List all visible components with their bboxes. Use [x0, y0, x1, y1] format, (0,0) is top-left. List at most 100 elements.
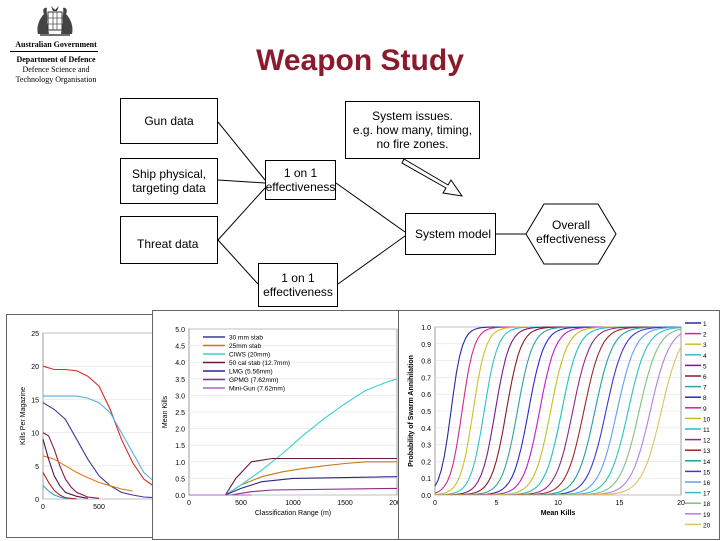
connector-eff-to-model: [335, 182, 406, 233]
logo-text-dsto-1: Defence Science and: [22, 65, 90, 74]
legend-label: 15: [703, 469, 711, 476]
y-tick-label: 0.2: [421, 459, 431, 466]
gun-data-label: Gun data: [144, 114, 194, 128]
y-tick-label: 0.4: [421, 426, 431, 433]
overall-hexagon: [525, 203, 617, 265]
connector-gun-to-eff: [217, 121, 266, 181]
y-tick-label: 2.0: [175, 427, 185, 434]
y-axis-label: Mean Kills: [162, 395, 169, 428]
y-tick-label: 0: [35, 497, 39, 504]
system-model-label: System model: [414, 227, 491, 241]
y-tick-label: 20: [31, 364, 39, 371]
one-on-one-effectiveness-box-bottom: 1 on 1 effectiveness: [258, 263, 338, 307]
plot-area: [42, 332, 156, 500]
legend-label: 50 cal stab (12.7mm): [229, 360, 290, 367]
y-tick-label: 1.5: [175, 443, 185, 450]
diagram-connectors: [217, 121, 617, 285]
ship-data-label: Ship physical, targeting data: [131, 167, 207, 195]
x-tick-label: 500: [93, 504, 105, 511]
y-tick-label: 0.3: [421, 443, 431, 450]
legend-label: 5: [703, 363, 707, 370]
x-tick-label: 5: [495, 500, 499, 507]
y-tick-label: 4.5: [175, 344, 185, 351]
x-tick-label: 500: [235, 500, 247, 507]
x-tick-label: 1000: [285, 500, 301, 507]
legend-label: 20: [703, 522, 711, 529]
legend-label: 25mm stab: [229, 343, 262, 350]
threat-data-label: Threat data: [137, 237, 199, 251]
coat-of-arms-icon: [37, 6, 73, 36]
legend-label: 12: [703, 438, 711, 445]
kills-per-magazine-chart: 0 5 10 15 20 25 0 500 Kills Per Magazine: [6, 314, 156, 538]
y-tick-label: 3.0: [175, 393, 185, 400]
series-line: [42, 365, 156, 488]
logo-text-dsto-2: Technology Organisation: [15, 75, 97, 84]
system-issues-box: System issues. e.g. how many, timing, no…: [345, 101, 480, 159]
y-axis-label: Kills Per Magazine: [20, 387, 27, 445]
y-tick-label: 1.0: [421, 325, 431, 332]
legend-label: Mini-Gun (7.62mm): [229, 386, 285, 393]
x-tick-label: 15: [616, 500, 624, 507]
x-axis-label: Classification Range (m): [255, 510, 331, 517]
legend-label: 11: [703, 427, 710, 434]
legend-label: GPMG (7.62mm): [229, 377, 278, 384]
x-tick-label: 1500: [337, 500, 353, 507]
legend-label: LMG (5.56mm): [229, 369, 273, 376]
y-tick-label: 4.0: [175, 360, 185, 367]
legend-label: CIWS (20mm): [229, 352, 270, 359]
legend-label: 8: [703, 395, 707, 402]
x-tick-label: 0: [41, 504, 45, 511]
series-line: [42, 472, 77, 500]
x-tick-label: 10: [554, 500, 562, 507]
legend-label: 4: [703, 353, 707, 360]
series-line: [42, 432, 100, 499]
series-line: [42, 455, 133, 492]
y-tick-label: 25: [31, 331, 39, 338]
system-issues-label: System issues. e.g. how many, timing, no…: [352, 109, 473, 151]
logo-text-government: Australian Government: [15, 40, 97, 49]
one-on-one-bottom-label: 1 on 1 effectiveness: [263, 271, 333, 299]
legend-label: 7: [703, 385, 707, 392]
hollow-arrow-issues-to-model: [401, 158, 464, 197]
swarm-annihilation-chart: 0.0 0.1 0.2 0.3 0.4 0.5 0.6 0.7 0.8 0.9 1.0 0 5 10 15 2…: [398, 310, 720, 540]
connector-threat-to-eff-bottom: [217, 239, 259, 285]
x-tick-label: 0: [433, 500, 437, 507]
legend-label: 17: [703, 491, 711, 498]
x-tick-label: 0: [187, 500, 191, 507]
y-tick-label: 0.5: [175, 476, 185, 483]
series-line: [189, 378, 398, 496]
logo-text-department: Department of Defence: [16, 55, 96, 64]
overall-effectiveness-label: Overall effectiveness: [536, 218, 606, 246]
series-line: [43, 395, 156, 483]
legend-label: 3: [703, 342, 707, 349]
y-tick-label: 0.0: [421, 493, 431, 500]
series-line: [42, 439, 88, 499]
y-tick-label: 0.9: [421, 342, 431, 349]
legend-label: 19: [703, 512, 711, 519]
x-tick-label: 20: [677, 500, 685, 507]
logo-divider: [10, 51, 98, 52]
y-tick-label: 0.1: [421, 476, 431, 483]
one-on-one-top-label: 1 on 1 effectiveness: [265, 166, 336, 194]
y-tick-label: 1.0: [175, 460, 185, 467]
series-line: [42, 402, 156, 499]
y-tick-label: 2.5: [175, 410, 185, 417]
series-line: [435, 346, 682, 496]
mean-kills-chart: 0.0 0.5 1.0 1.5 2.0 2.5 3.0 3.5 4.0 4.5 5.0 0 500 100…: [152, 310, 403, 540]
y-tick-label: 0.6: [421, 392, 431, 399]
one-on-one-effectiveness-box-top: 1 on 1 effectiveness: [265, 160, 336, 200]
gun-data-box: Gun data: [120, 98, 218, 144]
y-tick-label: 0.7: [421, 375, 431, 382]
y-tick-label: 5.0: [175, 327, 185, 334]
connector-ship-to-eff: [217, 179, 266, 184]
y-tick-label: 0.0: [175, 493, 185, 500]
system-model-box: System model: [405, 213, 496, 255]
legend-label: 2: [703, 332, 707, 339]
legend-label: 13: [703, 448, 711, 455]
kills-per-magazine-plot: 0 5 10 15 20 25 0 500 Kills Per Magazine: [20, 331, 156, 511]
ship-data-box: Ship physical, targeting data: [120, 158, 218, 204]
government-logo: Australian Government Department of Defe…: [8, 4, 100, 86]
y-tick-label: 0.8: [421, 359, 431, 366]
legend-label: 6: [703, 374, 707, 381]
y-tick-label: 0.5: [421, 409, 431, 416]
